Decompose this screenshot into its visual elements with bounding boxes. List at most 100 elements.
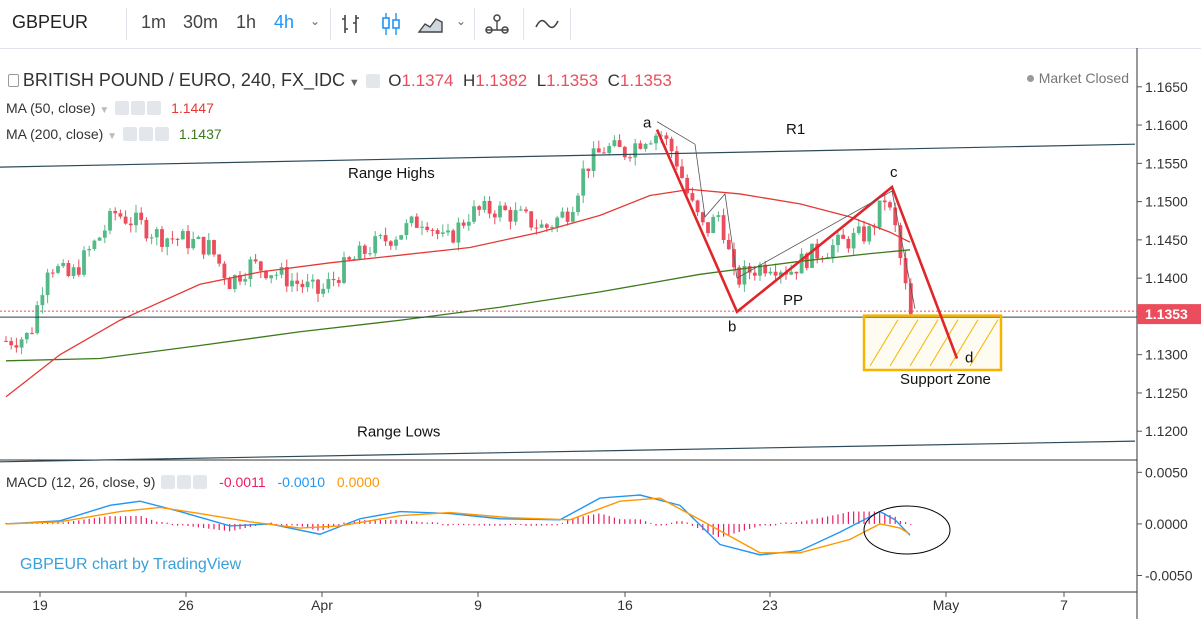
area-chart-icon[interactable]	[416, 10, 444, 38]
candle-body	[664, 135, 669, 139]
candle-body	[56, 266, 60, 273]
candle-body	[711, 216, 716, 234]
macd-visibility-icon[interactable]	[161, 475, 176, 489]
candle-body	[534, 227, 539, 229]
toolbar-divider	[474, 8, 475, 40]
candle-body	[638, 143, 643, 149]
candlesticks	[4, 131, 913, 355]
candle-body	[758, 264, 762, 276]
candle-body	[217, 254, 222, 264]
ma50-settings-icon[interactable]	[131, 101, 146, 115]
candle-body	[170, 238, 175, 240]
candle-body	[700, 212, 705, 223]
compare-icon[interactable]	[483, 10, 511, 38]
candle-body	[841, 234, 846, 239]
candle-body	[50, 272, 55, 274]
price-tick-label: 1.1200	[1145, 423, 1188, 439]
time-tick-label: 16	[617, 597, 633, 613]
candle-body	[747, 266, 752, 273]
candle-body	[238, 275, 242, 282]
candle-body	[612, 140, 617, 147]
candle-body	[409, 216, 414, 224]
ma50-visibility-icon[interactable]	[115, 101, 130, 115]
abcd-pattern-line	[655, 129, 959, 359]
interval-1h-button[interactable]: 1h	[236, 12, 257, 32]
macd-settings-icon[interactable]	[177, 475, 192, 489]
candle-body	[82, 250, 86, 275]
candle-body	[253, 259, 258, 262]
low-value: 1.1353	[546, 71, 599, 90]
chart-annotation: Range Highs	[348, 165, 435, 182]
candlestick-icon[interactable]	[377, 10, 405, 38]
candle-body	[186, 231, 190, 249]
candle-body	[232, 275, 237, 290]
candle-body	[24, 332, 29, 340]
candle-body	[248, 259, 253, 280]
candle-body	[113, 210, 118, 214]
candle-body	[347, 257, 352, 260]
macd-remove-icon[interactable]	[193, 475, 208, 489]
candle-body	[40, 295, 45, 306]
hide-series-icon[interactable]	[365, 74, 380, 88]
interval-30m-button[interactable]: 30m	[183, 12, 219, 32]
chart-type-dropdown-icon[interactable]: ⌄	[456, 14, 467, 28]
macd-tick-label: 0.0050	[1145, 464, 1188, 480]
candle-body	[576, 195, 580, 213]
price-chart[interactable]: 1.1650 1.1600 1.1550 1.1500 1.1450 1.1400 1.13…	[0, 48, 1201, 619]
candle-body	[529, 211, 534, 228]
time-tick-label: Apr	[311, 597, 333, 613]
sketch-line	[736, 190, 916, 309]
candle-body	[321, 288, 326, 294]
top-toolbar: GBPEUR 1m 30m 1h 4h ⌄ ⌄	[0, 0, 1201, 49]
support-zone-hatch	[969, 319, 999, 367]
candle-body	[659, 135, 664, 137]
ma200-remove-icon[interactable]	[154, 127, 169, 141]
chart-annotation: Support Zone	[900, 371, 991, 388]
candle-body	[737, 267, 742, 285]
candle-body	[518, 209, 523, 211]
candle-body	[836, 234, 840, 246]
interval-4h-button[interactable]: 4h	[274, 12, 295, 32]
candle-body	[45, 272, 50, 296]
candle-body	[882, 200, 887, 203]
candle-body	[128, 223, 133, 226]
candle-body	[76, 267, 81, 275]
ma200-visibility-icon[interactable]	[122, 127, 137, 141]
candle-body	[456, 222, 461, 243]
candle-body	[898, 225, 903, 259]
candle-body	[336, 280, 341, 283]
ma200-label: MA (200, close)	[6, 126, 104, 142]
r1-trendline	[0, 143, 1136, 168]
candle-body	[591, 148, 596, 172]
support-zone-hatch	[949, 319, 979, 367]
candle-body	[726, 239, 731, 250]
bar-chart-icon[interactable]	[338, 10, 366, 38]
ma200-settings-icon[interactable]	[138, 127, 153, 141]
toolbar-divider	[570, 8, 571, 40]
candle-body	[706, 222, 710, 234]
candle-body	[222, 263, 227, 279]
time-tick-label: 7	[1060, 597, 1068, 613]
watermark: GBPEUR chart by TradingView	[20, 556, 242, 573]
interval-dropdown-icon[interactable]: ⌄	[310, 14, 321, 28]
candle-body	[425, 226, 430, 230]
candle-body	[503, 205, 508, 211]
candle-body	[19, 339, 24, 348]
toolbar-divider	[330, 8, 331, 40]
series-title: BRITISH POUND / EURO, 240, FX_IDC	[22, 70, 345, 90]
candle-body	[877, 200, 882, 228]
candle-body	[92, 240, 97, 249]
candle-body	[685, 177, 690, 194]
series-dropdown-icon[interactable]: ▼	[348, 77, 360, 89]
indicators-icon[interactable]	[533, 10, 561, 38]
symbol-search[interactable]: GBPEUR	[12, 12, 89, 32]
candle-body	[524, 209, 528, 212]
candle-body	[690, 193, 695, 201]
candle-body	[622, 146, 627, 158]
legend-collapse-icon[interactable]	[8, 74, 19, 87]
interval-1m-button[interactable]: 1m	[141, 12, 167, 32]
candle-body	[778, 272, 783, 276]
candle-body	[212, 240, 216, 255]
ma50-remove-icon[interactable]	[147, 101, 162, 115]
candle-body	[201, 236, 206, 255]
